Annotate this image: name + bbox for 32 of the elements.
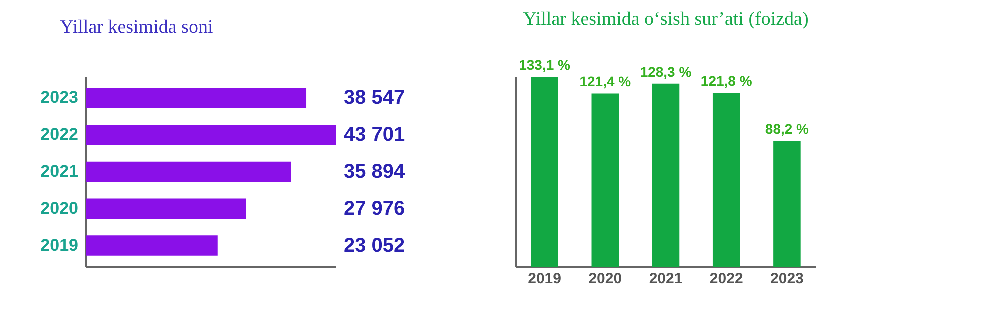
bar (712, 93, 740, 267)
data-label: 121,4 % (580, 74, 632, 90)
bar (86, 162, 292, 182)
data-label: 27 976 (344, 198, 406, 220)
x-tick-label: 2020 (588, 270, 622, 288)
data-label: 23 052 (344, 234, 406, 257)
bar (531, 77, 558, 267)
data-label: 88,2 % (765, 121, 810, 138)
data-label: 128,3 % (640, 64, 692, 80)
bar (86, 88, 307, 108)
y-tick-label: 2023 (40, 88, 78, 108)
data-label: 133,1 % (519, 57, 572, 73)
chart-title: Yillar kesimida o‘sish sur’ati (foizda) (523, 9, 809, 30)
chart-title: Yillar kesimida soni (60, 17, 214, 38)
bar (86, 198, 246, 220)
bar (774, 141, 801, 267)
y-tick-label: 2019 (40, 236, 78, 255)
x-tick-label: 2023 (770, 270, 804, 288)
y-tick-label: 2021 (40, 162, 78, 181)
x-tick-label: 2021 (649, 270, 683, 288)
bar (592, 94, 620, 267)
data-label: 121,8 % (700, 73, 753, 90)
y-tick-label: 2022 (40, 125, 78, 144)
bar (86, 236, 218, 256)
bar (86, 124, 336, 146)
data-label: 38 547 (344, 87, 406, 110)
x-tick-label: 2019 (528, 270, 562, 288)
data-label: 35 894 (344, 161, 406, 183)
y-tick-label: 2020 (40, 198, 78, 218)
bar (652, 84, 680, 267)
x-tick-label: 2022 (710, 270, 744, 288)
data-label: 43 701 (344, 124, 406, 146)
